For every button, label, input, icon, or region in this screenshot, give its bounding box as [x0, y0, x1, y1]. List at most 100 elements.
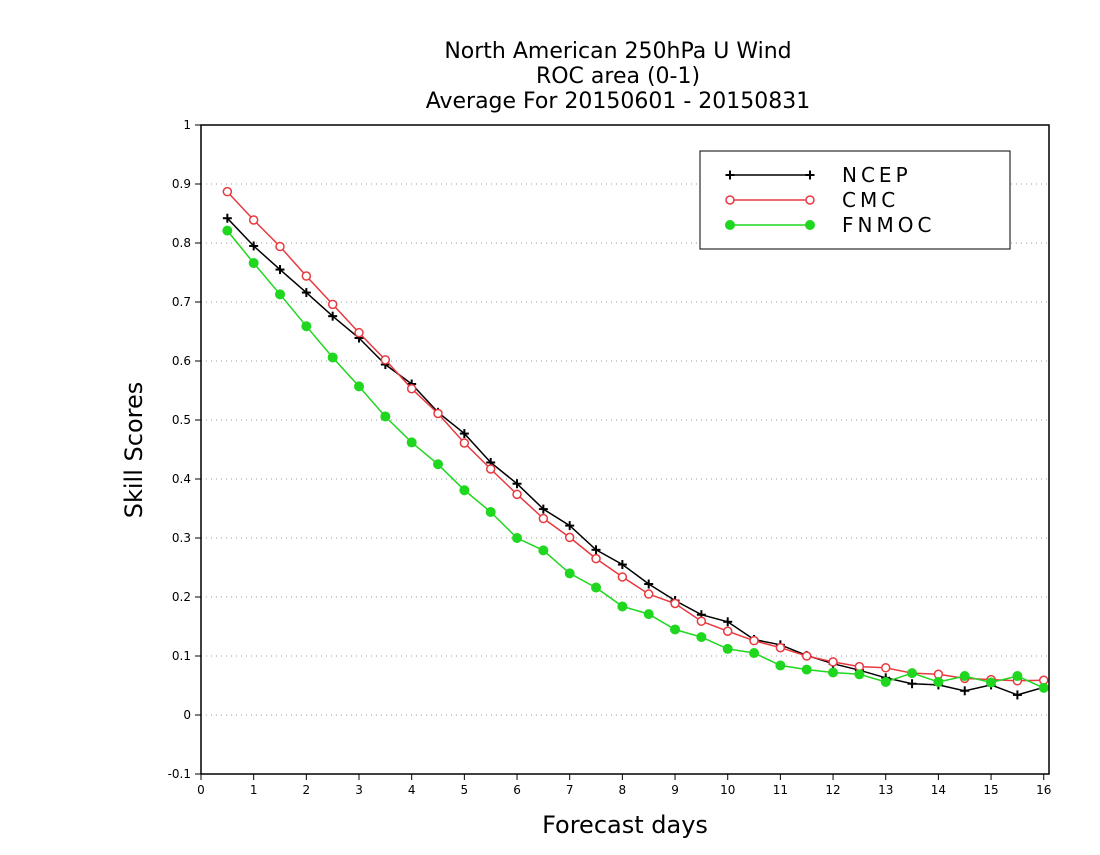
series-layer: [222, 186, 1049, 700]
data-point-fnmoc: [959, 671, 970, 682]
x-tick-label: 15: [983, 783, 998, 797]
data-point-fnmoc: [354, 381, 365, 392]
x-tick-label: 3: [355, 783, 363, 797]
data-point-cmc: [512, 489, 522, 500]
data-point-ncep: [328, 311, 338, 321]
legend-label-ncep: NCEP: [842, 163, 912, 187]
data-point-cmc: [775, 642, 786, 653]
data-point-cmc: [459, 438, 470, 448]
data-point-fnmoc: [722, 643, 733, 654]
y-tick-label: 0.6: [172, 354, 191, 368]
x-tick-label: 11: [773, 783, 788, 797]
data-point-cmc: [222, 186, 233, 197]
data-point-ncep: [617, 560, 627, 570]
data-point-cmc: [485, 464, 496, 474]
y-tick-label: 0: [183, 708, 191, 722]
legend-label-cmc: CMC: [842, 188, 899, 212]
data-point-ncep: [1012, 690, 1022, 700]
x-tick-label: 14: [931, 783, 946, 797]
axis-ticks: -0.100.10.20.30.40.50.60.70.80.910 1 2 3 4 5 6…: [168, 118, 1052, 797]
data-point-cmc: [643, 589, 654, 599]
data-point-fnmoc: [564, 568, 575, 579]
x-tick-label: 0: [197, 783, 205, 797]
x-tick-label: 16: [1036, 783, 1051, 797]
legend-marker-fnmoc: [725, 220, 735, 230]
data-point-cmc: [380, 355, 391, 365]
data-point-fnmoc: [880, 676, 891, 687]
data-point-cmc: [591, 553, 601, 564]
y-tick-label: 0.7: [172, 295, 191, 309]
gridlines: [201, 183, 1049, 716]
x-tick-label: 12: [825, 783, 840, 797]
x-tick-label: 6: [513, 783, 521, 797]
data-point-cmc: [801, 651, 812, 661]
legend-label-fnmoc: FNMOC: [842, 213, 935, 237]
data-point-fnmoc: [301, 321, 312, 332]
chart-title: North American 250hPa U Wind ROC area (0…: [426, 39, 811, 114]
data-point-fnmoc: [327, 352, 338, 363]
title-line-1: North American 250hPa U Wind: [444, 39, 791, 64]
data-point-ncep: [538, 504, 548, 514]
data-point-cmc: [433, 408, 443, 419]
title-line-2: ROC area (0-1): [536, 64, 700, 89]
x-tick-label: 4: [408, 783, 416, 797]
y-tick-label: 0.3: [172, 531, 191, 545]
y-tick-label: -0.1: [168, 767, 191, 781]
data-point-cmc: [696, 616, 707, 626]
data-point-fnmoc: [485, 507, 496, 518]
data-point-cmc: [275, 241, 285, 252]
legend-marker-ncep: [805, 170, 815, 180]
data-point-ncep: [512, 479, 522, 489]
data-point-fnmoc: [828, 667, 839, 678]
data-point-cmc: [406, 383, 417, 394]
data-point-cmc: [722, 626, 733, 636]
series-line-fnmoc: [226, 230, 1045, 689]
x-tick-label: 10: [720, 783, 735, 797]
x-tick-label: 13: [878, 783, 893, 797]
data-point-ncep: [275, 265, 285, 275]
y-tick-label: 0.2: [172, 590, 191, 604]
data-point-fnmoc: [1012, 671, 1023, 682]
data-point-fnmoc: [406, 437, 417, 448]
data-point-fnmoc: [696, 632, 707, 643]
data-point-cmc: [564, 532, 575, 543]
plot-frame: [200, 124, 1050, 775]
data-point-cmc: [828, 657, 838, 667]
data-point-fnmoc: [275, 289, 286, 300]
data-point-fnmoc: [801, 664, 812, 675]
data-point-cmc: [327, 299, 338, 310]
y-tick-label: 0.4: [172, 472, 191, 486]
series-line-cmc: [226, 191, 1044, 682]
legend-marker-ncep: [725, 170, 735, 180]
data-point-fnmoc: [380, 411, 391, 422]
data-point-ncep: [222, 213, 232, 223]
data-point-cmc: [670, 598, 680, 609]
data-point-cmc: [617, 572, 628, 582]
y-tick-label: 0.5: [172, 413, 191, 427]
x-tick-label: 2: [303, 783, 311, 797]
data-point-fnmoc: [1038, 682, 1049, 693]
x-tick-label: 7: [566, 783, 574, 797]
data-point-ncep: [723, 617, 733, 627]
data-point-fnmoc: [538, 545, 549, 556]
data-point-fnmoc: [222, 225, 233, 236]
data-point-cmc: [749, 635, 759, 646]
data-point-fnmoc: [591, 582, 602, 593]
data-point-ncep: [301, 288, 311, 298]
data-point-fnmoc: [459, 485, 470, 496]
data-point-cmc: [248, 215, 259, 225]
x-tick-label: 5: [461, 783, 469, 797]
data-point-fnmoc: [248, 258, 259, 269]
data-point-ncep: [565, 521, 575, 531]
data-point-fnmoc: [854, 669, 865, 680]
data-point-fnmoc: [433, 459, 444, 470]
data-point-ncep: [459, 429, 469, 439]
legend-marker-fnmoc: [805, 220, 815, 230]
y-tick-label: 0.1: [172, 649, 191, 663]
series-line-ncep: [226, 217, 1044, 696]
data-point-fnmoc: [749, 648, 760, 659]
data-point-ncep: [249, 241, 259, 251]
